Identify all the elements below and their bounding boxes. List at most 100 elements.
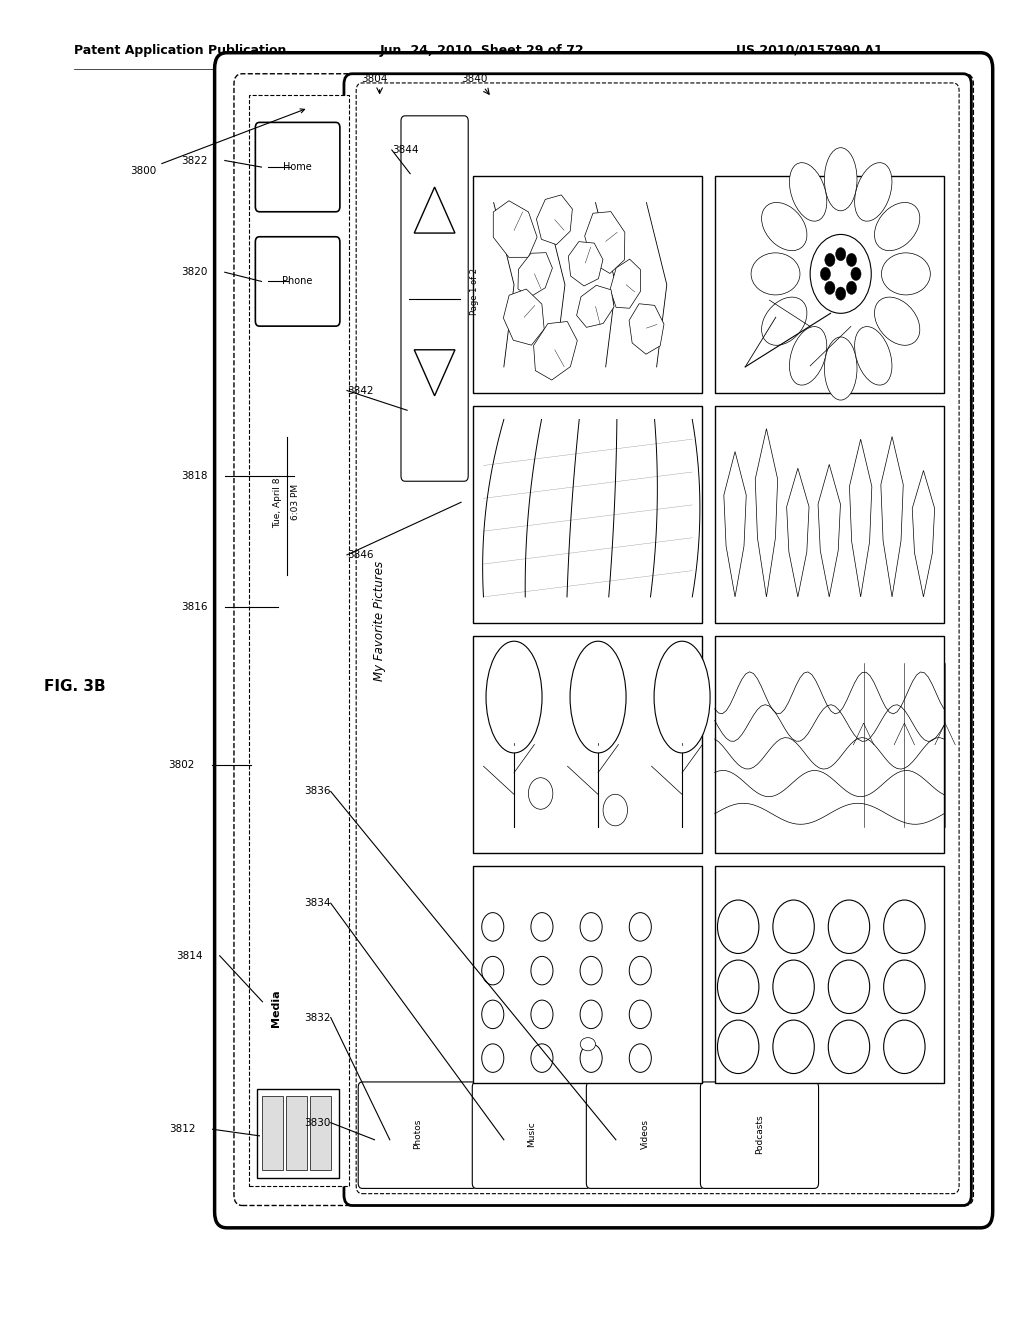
Circle shape — [847, 253, 857, 267]
Text: 3800: 3800 — [130, 108, 304, 176]
Text: 3842: 3842 — [347, 385, 374, 396]
Circle shape — [824, 253, 835, 267]
Circle shape — [481, 1001, 504, 1028]
Circle shape — [580, 912, 602, 941]
Text: 6:03 PM: 6:03 PM — [291, 484, 300, 520]
Circle shape — [630, 1044, 651, 1072]
Text: 3846: 3846 — [347, 550, 374, 560]
Circle shape — [580, 1044, 602, 1072]
Circle shape — [810, 235, 871, 313]
Text: 3814: 3814 — [176, 950, 203, 961]
Ellipse shape — [824, 337, 857, 400]
Circle shape — [824, 281, 835, 294]
Polygon shape — [610, 259, 640, 309]
Circle shape — [481, 912, 504, 941]
Ellipse shape — [874, 202, 920, 251]
Bar — [310, 1097, 331, 1170]
Text: 3802: 3802 — [168, 760, 195, 770]
Ellipse shape — [581, 1038, 596, 1051]
FancyBboxPatch shape — [472, 1082, 591, 1188]
Polygon shape — [415, 350, 455, 396]
Text: Patent Application Publication: Patent Application Publication — [74, 44, 287, 57]
Ellipse shape — [882, 253, 931, 294]
Text: 3820: 3820 — [181, 267, 208, 277]
Bar — [715, 177, 944, 393]
Text: 3816: 3816 — [181, 602, 208, 612]
FancyBboxPatch shape — [255, 123, 340, 211]
Ellipse shape — [570, 642, 626, 752]
Circle shape — [773, 1020, 814, 1073]
Ellipse shape — [654, 642, 710, 752]
Text: FIG. 3B: FIG. 3B — [43, 678, 105, 694]
Circle shape — [828, 1020, 869, 1073]
Text: 3832: 3832 — [304, 1012, 331, 1023]
Circle shape — [718, 1020, 759, 1073]
Text: Home: Home — [284, 162, 312, 172]
Text: Videos: Videos — [641, 1119, 650, 1148]
Circle shape — [847, 281, 857, 294]
FancyBboxPatch shape — [215, 53, 992, 1228]
FancyBboxPatch shape — [255, 236, 340, 326]
Bar — [715, 636, 944, 853]
Polygon shape — [568, 242, 603, 286]
Polygon shape — [912, 470, 935, 597]
Circle shape — [530, 957, 553, 985]
Bar — [473, 177, 702, 393]
Circle shape — [828, 900, 869, 953]
Circle shape — [530, 1044, 553, 1072]
Circle shape — [884, 1020, 925, 1073]
Polygon shape — [585, 211, 625, 273]
FancyBboxPatch shape — [401, 116, 468, 482]
Circle shape — [820, 268, 830, 280]
Polygon shape — [415, 187, 455, 234]
Text: 3836: 3836 — [304, 787, 331, 796]
Circle shape — [530, 912, 553, 941]
Text: 3818: 3818 — [181, 471, 208, 480]
Circle shape — [580, 957, 602, 985]
Circle shape — [718, 960, 759, 1014]
Text: 3812: 3812 — [169, 1125, 196, 1134]
Text: 3840: 3840 — [461, 74, 487, 84]
Text: 3804: 3804 — [361, 74, 388, 84]
Circle shape — [630, 912, 651, 941]
Circle shape — [773, 960, 814, 1014]
Text: Page 1 of 2: Page 1 of 2 — [470, 268, 479, 315]
Ellipse shape — [486, 642, 542, 752]
Polygon shape — [818, 465, 841, 597]
Circle shape — [630, 1001, 651, 1028]
Bar — [257, 1089, 339, 1177]
Text: Jun. 24, 2010  Sheet 29 of 72: Jun. 24, 2010 Sheet 29 of 72 — [380, 44, 585, 57]
Polygon shape — [786, 469, 809, 597]
Circle shape — [603, 795, 628, 826]
Text: 3830: 3830 — [304, 1118, 331, 1127]
Circle shape — [773, 900, 814, 953]
Text: US 2010/0157990 A1: US 2010/0157990 A1 — [736, 44, 883, 57]
Polygon shape — [881, 437, 903, 597]
Bar — [715, 407, 944, 623]
Polygon shape — [494, 201, 538, 257]
Bar — [473, 866, 702, 1084]
Text: Tue, April 8: Tue, April 8 — [273, 477, 283, 528]
Circle shape — [481, 1044, 504, 1072]
Polygon shape — [534, 322, 578, 380]
Circle shape — [630, 957, 651, 985]
Ellipse shape — [790, 326, 826, 385]
Ellipse shape — [824, 148, 857, 211]
FancyBboxPatch shape — [700, 1082, 818, 1188]
Polygon shape — [629, 304, 664, 354]
Ellipse shape — [762, 297, 807, 346]
Circle shape — [481, 957, 504, 985]
Text: My Favorite Pictures: My Favorite Pictures — [373, 561, 386, 681]
Circle shape — [718, 900, 759, 953]
FancyBboxPatch shape — [344, 74, 972, 1205]
Polygon shape — [577, 285, 614, 327]
Circle shape — [851, 268, 861, 280]
Text: 3822: 3822 — [181, 156, 208, 165]
Bar — [287, 1097, 307, 1170]
Circle shape — [836, 286, 846, 300]
Bar — [473, 636, 702, 853]
Circle shape — [828, 960, 869, 1014]
Circle shape — [836, 248, 846, 261]
Text: Podcasts: Podcasts — [755, 1114, 764, 1154]
Bar — [262, 1097, 284, 1170]
